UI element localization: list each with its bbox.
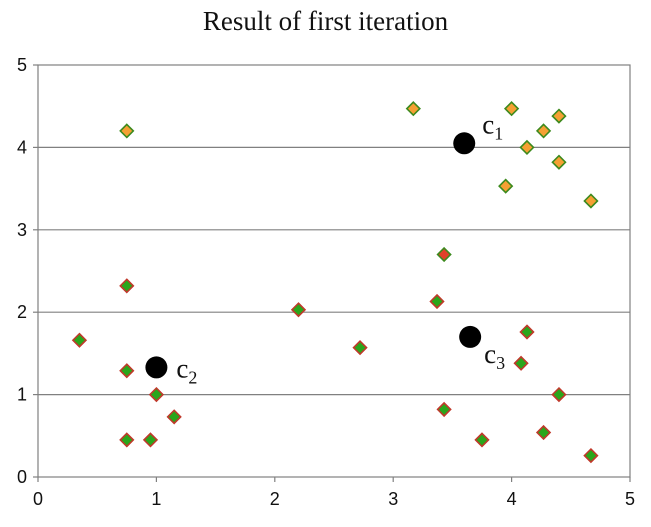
y-tick-label: 5: [17, 55, 27, 75]
data-points: [71, 101, 599, 464]
data-point-c2: [166, 409, 182, 425]
y-tick-label: 0: [17, 467, 27, 487]
data-point-c3: [519, 324, 535, 340]
y-tick-label: 1: [17, 385, 27, 405]
data-point-c1: [535, 123, 552, 139]
x-tick-label: 1: [151, 489, 161, 509]
data-point-c3: [436, 401, 452, 418]
data-point-c2: [119, 278, 135, 294]
x-tick-label: 5: [625, 489, 635, 509]
data-point-c3: [436, 246, 452, 263]
data-point-c2: [119, 432, 135, 448]
data-point-c2: [290, 302, 307, 318]
axes: [33, 64, 631, 482]
data-point-c3: [535, 424, 552, 441]
centroid-c1: [453, 132, 476, 155]
data-point-c3: [513, 355, 529, 371]
data-point-c3: [551, 386, 567, 403]
y-tick-label: 3: [17, 220, 27, 240]
data-point-c1: [519, 139, 535, 156]
grid-lines: [38, 146, 630, 396]
data-point-c1: [551, 154, 567, 170]
data-point-c1: [503, 101, 520, 117]
tick-labels: 0 1 2 3 4 5 0 1 2 3 4 5: [17, 55, 635, 509]
centroid-c2: [145, 356, 168, 379]
data-point-c2: [142, 432, 159, 448]
data-point-c3: [352, 340, 368, 356]
centroid-c3: [459, 325, 482, 348]
centroid-label-c1: c1: [482, 109, 503, 143]
x-tick-label: 3: [388, 489, 398, 509]
y-tick-label: 4: [17, 137, 27, 157]
centroid-label-c3: c3: [484, 339, 505, 373]
x-tick-label: 4: [507, 489, 517, 509]
centroids: c1 c2 c3: [145, 109, 505, 387]
data-point-c1: [551, 108, 567, 124]
data-point-c1: [405, 101, 421, 117]
x-tick-label: 0: [33, 489, 43, 509]
y-tick-label: 2: [17, 302, 27, 322]
plot-frame: [37, 64, 631, 478]
data-point-c3: [429, 293, 445, 310]
data-point-c2: [119, 363, 135, 379]
data-point-c1: [583, 193, 599, 209]
chart-title: Result of first iteration: [202, 6, 449, 36]
data-point-c1: [498, 178, 514, 194]
data-point-c3: [474, 432, 490, 448]
x-tick-label: 2: [270, 489, 280, 509]
data-point-c1: [119, 123, 135, 139]
data-point-c2: [71, 332, 88, 348]
data-point-c3: [583, 447, 599, 464]
data-point-c2: [148, 386, 165, 403]
centroid-label-c2: c2: [176, 353, 197, 387]
